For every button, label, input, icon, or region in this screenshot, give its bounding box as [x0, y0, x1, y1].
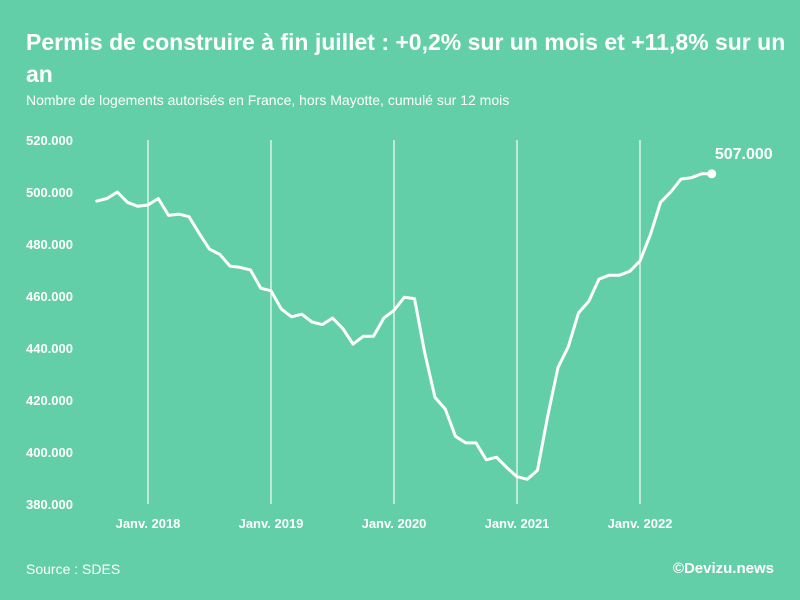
y-tick-label: 500.000 [26, 185, 73, 200]
y-tick-label: 460.000 [26, 289, 73, 304]
x-tick-label: Janv. 2019 [239, 516, 304, 531]
series-group [95, 172, 714, 481]
x-tick-label: Janv. 2021 [485, 516, 550, 531]
y-tick-label: 400.000 [26, 445, 73, 460]
x-tick-label: Janv. 2018 [116, 516, 181, 531]
x-axis-labels: Janv. 2018 Janv. 2019 Janv. 2020 Janv. 2021… [116, 516, 673, 531]
credit-link[interactable]: ©Devizu.news [672, 560, 774, 577]
chart-title: Permis de construire à fin juillet : +0,… [26, 29, 786, 87]
series-line [95, 172, 714, 481]
end-point-marker [707, 169, 717, 179]
y-tick-label: 520.000 [26, 133, 73, 148]
y-tick-label: 420.000 [26, 393, 73, 408]
end-value-label: 507.000 [715, 146, 773, 163]
vertical-gridlines [147, 140, 641, 504]
y-tick-label: 480.000 [26, 237, 73, 252]
x-tick-label: Janv. 2020 [362, 516, 427, 531]
x-tick-label: Janv. 2022 [608, 516, 673, 531]
chart-subtitle: Nombre de logements autorisés en France,… [26, 92, 510, 108]
y-tick-label: 440.000 [26, 341, 73, 356]
y-tick-label: 380.000 [26, 497, 73, 512]
source-note: Source : SDES [26, 561, 121, 577]
y-axis-labels: 380.000 400.000 420.000 440.000 460.000 480.0… [26, 133, 73, 512]
annotations: 507.000 [707, 146, 773, 179]
